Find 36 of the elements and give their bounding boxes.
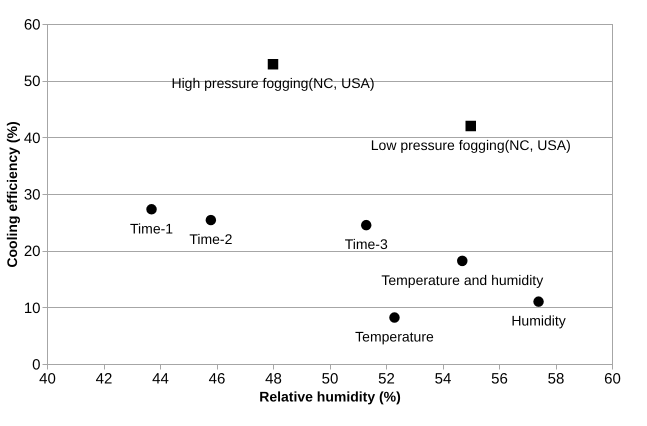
- point: [206, 214, 216, 226]
- x-tick-label: 56: [491, 370, 508, 388]
- x-tick-label: 46: [208, 370, 226, 388]
- y-tick-label: 10: [24, 300, 40, 317]
- y-tick-label: 0: [32, 356, 40, 374]
- x-tick-label: 58: [548, 370, 564, 388]
- annotation: Time-1: [130, 220, 174, 236]
- point: [146, 204, 157, 215]
- x-tick-label: 42: [96, 370, 112, 388]
- point: [268, 58, 278, 70]
- annotation: Low pressure fogging(NC, USA): [370, 137, 571, 153]
- point: [360, 220, 372, 230]
- x-tick-label: 50: [322, 370, 338, 388]
- y-tick-label: 50: [24, 73, 40, 90]
- x-axis-title: Relative humidity (%): [259, 388, 401, 404]
- annotation: Time-3: [344, 236, 388, 252]
- x-tick-label: 54: [434, 370, 452, 388]
- annotation: Time-2: [189, 231, 233, 248]
- x-tick-label: 40: [39, 370, 56, 388]
- annotation: Humidity: [511, 312, 566, 329]
- x-tick-label: 48: [265, 370, 282, 388]
- annotation: Temperature: [355, 328, 434, 345]
- annotation: Temperature and humidity: [381, 272, 544, 288]
- annotation: High pressure fogging(NC, USA): [171, 75, 375, 92]
- y-tick-label: 30: [24, 186, 40, 204]
- point: [457, 256, 468, 266]
- point: [533, 296, 544, 307]
- x-tick-label: 60: [604, 370, 621, 388]
- y-tick-label: 40: [24, 130, 40, 147]
- y-axis-title: Cooling efficiency (%): [4, 121, 20, 268]
- x-tick-label: 52: [378, 370, 395, 388]
- y-tick-label: 60: [24, 16, 40, 34]
- point: [466, 120, 476, 132]
- y-tick-label: 20: [24, 243, 40, 260]
- point: [389, 312, 400, 323]
- x-tick-label: 44: [152, 370, 169, 388]
